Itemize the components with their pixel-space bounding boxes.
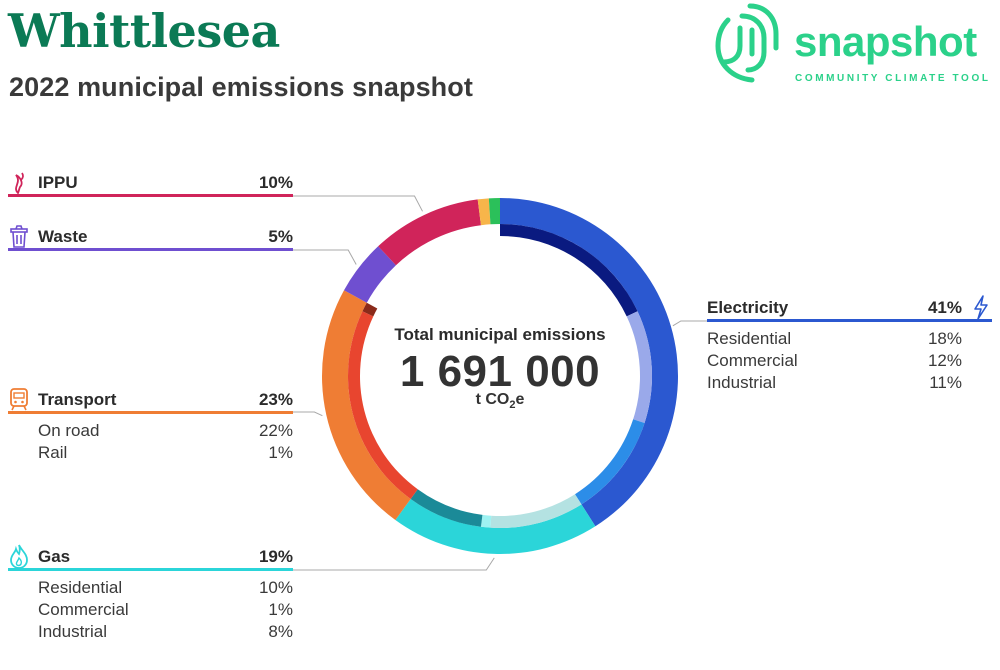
donut-slice-transport <box>322 290 411 521</box>
subsector-name: Rail <box>38 443 68 462</box>
sector-percent: 5% <box>268 227 293 246</box>
subsector-percent: 18% <box>927 329 962 348</box>
logo-tagline: COMMUNITY CLIMATE TOOL <box>795 73 991 84</box>
donut-subslice-electricity-industrial <box>575 419 645 505</box>
subsector-name: Industrial <box>38 622 107 641</box>
smoke-icon <box>15 172 24 195</box>
sector-percent: 10% <box>258 173 293 192</box>
sector-electricity: Electricity 41% Residential 18% Commerci… <box>707 295 992 395</box>
donut-slice-electricity <box>500 198 679 527</box>
sector-gas: Gas 19% Residential 10% Commercial 1% In… <box>8 544 293 644</box>
sector-transport: Transport 23% On road 22% Rail 1% <box>8 388 293 465</box>
sector-rule <box>8 248 293 251</box>
sector-rule <box>707 319 992 322</box>
donut-subslice-electricity-residential <box>500 224 638 317</box>
page-title: Whittlesea <box>8 4 280 58</box>
subsector-name: Residential <box>38 578 123 597</box>
subsector-row: Rail 1% <box>8 443 293 465</box>
subsector-name: Commercial <box>38 600 129 619</box>
donut-subslice-transport-on-road <box>347 311 418 499</box>
subsector-row: Commercial 1% <box>8 600 293 622</box>
snapshot-logo: snapshot COMMUNITY CLIMATE TOOL <box>712 0 1000 90</box>
page-subtitle: 2022 municipal emissions snapshot <box>9 72 473 102</box>
subsector-percent: 11% <box>929 373 962 392</box>
donut-slice-waste <box>344 246 396 303</box>
sector-ippu: IPPU 10% <box>8 172 293 197</box>
sector-percent: 41% <box>927 298 962 317</box>
donut-subslice-gas-commercial <box>480 514 492 528</box>
subsector-name: On road <box>38 421 100 440</box>
logo-wordmark: snapshot <box>794 18 977 65</box>
subsector-row: On road 22% <box>8 421 293 443</box>
sector-rule <box>8 568 293 571</box>
sector-name: Waste <box>38 227 88 246</box>
sector-name: Transport <box>38 390 117 409</box>
subsector-row: Industrial 8% <box>8 622 293 644</box>
subsector-percent: 10% <box>258 578 293 597</box>
leader-ippu <box>293 195 423 212</box>
subsector-percent: 1% <box>268 443 293 462</box>
flame-icon <box>10 544 28 569</box>
sector-name: Electricity <box>707 298 789 317</box>
sector-waste: Waste 5% <box>8 225 293 251</box>
subsector-percent: 22% <box>258 421 293 440</box>
bin-icon <box>10 225 28 248</box>
train-icon <box>10 388 28 411</box>
donut-slice-other-6 <box>488 198 500 225</box>
donut-slice-other-5 <box>477 198 491 226</box>
donut-subslice-gas-residential <box>490 494 582 528</box>
subsector-name: Industrial <box>707 373 776 392</box>
sector-percent: 23% <box>258 390 293 409</box>
total-value: 1 691 000 <box>399 347 601 396</box>
leader-transport <box>293 411 323 417</box>
leader-waste <box>293 249 357 265</box>
subsector-row: Commercial 12% <box>707 351 992 373</box>
lightning-icon <box>974 295 988 320</box>
snapshot-logo-mark-icon <box>715 3 779 83</box>
subsector-name: Residential <box>707 329 792 348</box>
leader-gas <box>293 557 495 571</box>
donut-subslice-electricity-commercial <box>626 311 652 423</box>
sector-name: IPPU <box>38 173 78 192</box>
subsector-name: Commercial <box>707 351 798 370</box>
subsector-percent: 1% <box>268 600 293 619</box>
donut-subslice-transport-rail <box>362 302 378 317</box>
subsector-row: Industrial 11% <box>707 373 992 395</box>
donut-subslice-gas-industrial <box>410 489 483 527</box>
donut-slice-gas <box>395 498 596 554</box>
subsector-percent: 8% <box>268 622 293 641</box>
leader-electricity <box>672 320 707 327</box>
total-unit: t CO2e <box>475 391 525 412</box>
subsector-percent: 12% <box>927 351 962 370</box>
subsector-row: Residential 10% <box>8 578 293 600</box>
sector-name: Gas <box>38 547 71 566</box>
sector-rule <box>8 411 293 414</box>
donut-slice-ippu <box>378 199 481 266</box>
total-label: Total municipal emissions <box>394 325 606 344</box>
sector-rule <box>8 194 293 197</box>
subsector-row: Residential 18% <box>707 329 992 351</box>
sector-percent: 19% <box>258 547 293 566</box>
donut-center: Total municipal emissions 1 691 000 t CO… <box>380 325 620 411</box>
